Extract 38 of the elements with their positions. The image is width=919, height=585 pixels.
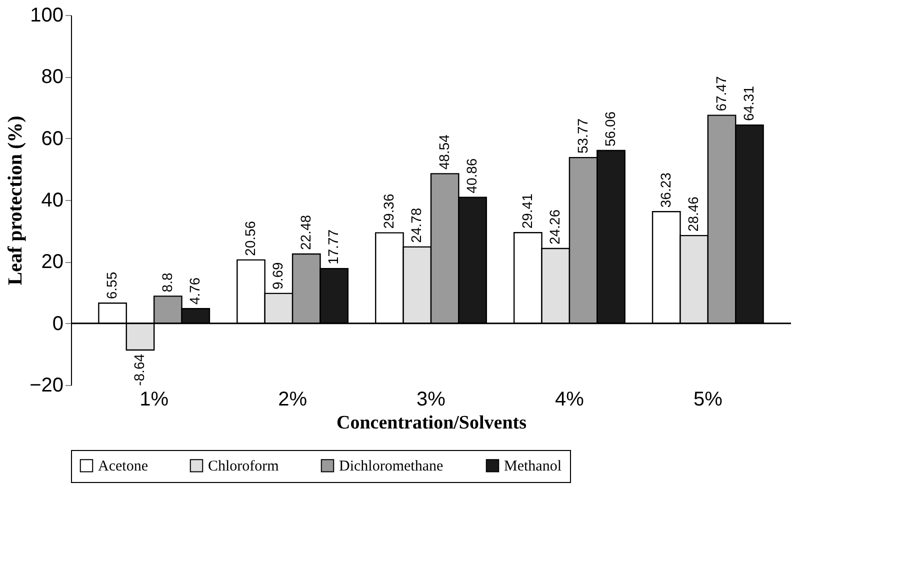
- data-label: 24.78: [408, 208, 424, 243]
- legend-label: Acetone: [98, 458, 148, 475]
- legend-label: Chloroform: [208, 458, 280, 475]
- data-label: 22.48: [297, 214, 314, 250]
- y-axis-title: Leaf protection (%): [4, 116, 27, 286]
- x-axis-title: Concentration/Solvents: [336, 412, 526, 434]
- data-label: 20.56: [242, 220, 258, 256]
- data-label: 17.77: [325, 229, 342, 265]
- x-tick-label: 1%: [140, 388, 169, 410]
- data-label: 56.06: [602, 111, 618, 146]
- y-tick-label: 60: [41, 128, 64, 150]
- data-label: 53.77: [574, 118, 590, 154]
- data-label: 67.47: [712, 76, 729, 112]
- y-tick-label: 0: [52, 312, 64, 335]
- x-tick-label: 2%: [278, 388, 308, 410]
- x-tick-label: 3%: [416, 388, 446, 410]
- data-label: 48.54: [436, 134, 452, 170]
- data-label: 64.31: [740, 86, 756, 122]
- data-label: -8.64: [131, 354, 148, 386]
- y-tick-label: 80: [41, 66, 64, 88]
- x-tick-label: 5%: [693, 388, 723, 410]
- y-tick-label: 100: [30, 4, 64, 26]
- data-label: 24.26: [546, 209, 563, 245]
- data-label: 36.23: [657, 172, 674, 208]
- data-label: 6.55: [104, 272, 120, 300]
- y-tick-label: 20: [41, 251, 64, 274]
- data-label: 28.46: [685, 196, 702, 232]
- data-label: 8.8: [158, 272, 175, 292]
- data-label: 9.69: [270, 262, 286, 290]
- y-tick-label: 40: [41, 190, 64, 212]
- data-label: 4.76: [186, 277, 203, 305]
- data-label: 29.36: [380, 194, 396, 229]
- data-label: 29.41: [518, 193, 535, 229]
- legend-label: Methanol: [504, 458, 562, 475]
- legend-label: Dichloromethane: [339, 458, 444, 475]
- y-tick-label: −20: [30, 374, 64, 396]
- x-tick-label: 4%: [555, 388, 584, 410]
- data-label: 40.86: [464, 158, 480, 194]
